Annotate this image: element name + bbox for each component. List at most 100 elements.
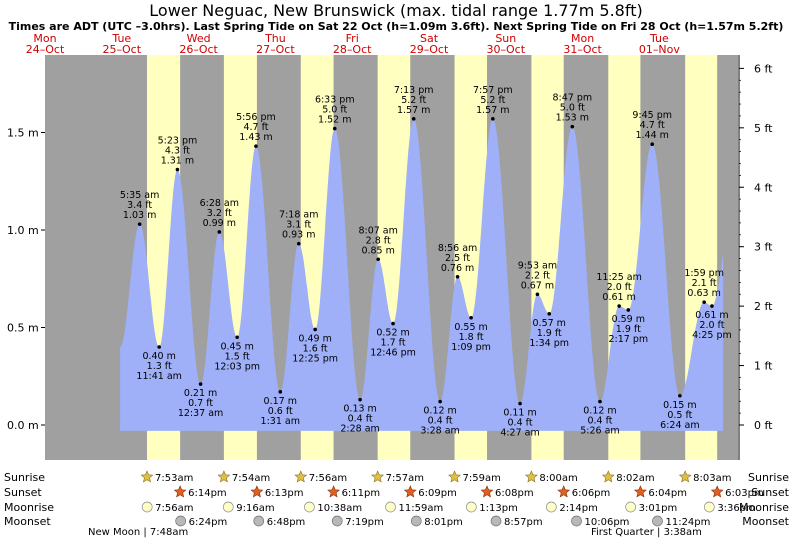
day-headers: Mon24–OctTue25–OctWed26–OctThu27–OctFri2…	[26, 32, 681, 56]
moonset-icon	[410, 515, 422, 527]
tide-time: 5:56 pm	[236, 112, 276, 123]
tide-time: 5:26 am	[580, 426, 619, 437]
sunset-time: 6:13pm	[265, 488, 304, 499]
moonrise-time: 7:56am	[155, 503, 193, 514]
tide-m: 0.85 m	[361, 245, 394, 256]
day-date: 27–Oct	[256, 43, 295, 56]
tide-point	[296, 241, 301, 246]
row-label-left: Moonrise	[4, 501, 54, 514]
y-tick-label-m: 0.0 m	[7, 419, 39, 432]
moonset-icon	[490, 515, 502, 527]
tide-time: 8:56 am	[438, 243, 477, 254]
sunset-time: 6:06pm	[572, 488, 611, 499]
tide-time: 1:59 pm	[684, 268, 724, 279]
tide-m: 0.99 m	[203, 218, 236, 229]
tide-area	[120, 118, 724, 431]
first-quarter-label: First Quarter | 3:38am	[591, 527, 702, 538]
tide-time: 9:45 pm	[632, 110, 672, 121]
day-name: Mon	[571, 32, 594, 45]
tide-point	[547, 312, 552, 316]
tide-time: 3:28 am	[420, 426, 459, 437]
day-date: 28–Oct	[333, 43, 372, 56]
tide-m: 0.17 m	[264, 396, 297, 407]
tide-ft: 1.7 ft	[381, 338, 406, 349]
y-tick-label-ft: 4 ft	[754, 181, 773, 194]
day-date: 26–Oct	[179, 43, 218, 56]
y-tick-label-ft: 6 ft	[754, 62, 773, 75]
sunset-time: 6:09pm	[418, 488, 457, 499]
tide-ft: 0.7 ft	[188, 398, 213, 409]
sunset-time: 6:08pm	[495, 488, 534, 499]
sunrise-icon	[678, 470, 692, 483]
tide-m: 0.12 m	[583, 406, 616, 417]
tide-time: 12:03 pm	[214, 361, 260, 372]
moonset-icon	[253, 515, 265, 527]
tide-m: 0.49 m	[298, 333, 331, 344]
tide-ft: 2.2 ft	[525, 270, 550, 281]
day-date: 30–Oct	[487, 43, 526, 56]
tide-point	[469, 315, 473, 320]
tide-time: 6:33 pm	[315, 95, 355, 106]
tide-time: 6:28 am	[200, 198, 239, 209]
row-label-right: Sunset	[751, 486, 789, 499]
tide-time: 7:57 pm	[473, 85, 513, 96]
tide-ft: 1.9 ft	[616, 324, 641, 335]
tide-m: 0.93 m	[282, 230, 315, 241]
tide-point	[157, 345, 161, 349]
sunrise-time: 8:03am	[693, 473, 731, 484]
tide-time: 7:13 pm	[394, 85, 434, 96]
y-tick-label-m: 1.5 m	[7, 127, 39, 140]
sunrise-icon	[140, 470, 154, 483]
sunset-icon	[327, 485, 341, 498]
tide-ft: 0.4 ft	[587, 416, 612, 427]
moonrise-time: 10:38am	[317, 503, 362, 514]
tide-point	[175, 167, 180, 172]
moonset-time: 6:24pm	[189, 517, 228, 528]
tide-time: 12:37 am	[178, 408, 223, 419]
tide-m: 0.21 m	[184, 388, 217, 399]
tide-ft: 2.8 ft	[366, 235, 391, 246]
sunrise-time: 7:59am	[463, 473, 501, 484]
tide-m: 0.63 m	[687, 288, 720, 299]
sunset-time: 6:14pm	[188, 488, 227, 499]
moonset-icon	[571, 515, 582, 527]
y-tick-label-m: 1.0 m	[7, 224, 39, 237]
tide-m: 1.53 m	[556, 113, 589, 124]
row-label-right: Moonrise	[739, 501, 789, 514]
tide-point	[617, 304, 621, 308]
day-name: Wed	[187, 32, 211, 45]
tide-m: 0.45 m	[220, 341, 253, 352]
moonset-time: 10:06pm	[585, 517, 630, 528]
moonrise-icon	[545, 501, 557, 513]
moonrise-icon	[703, 501, 715, 513]
row-label-left: Moonset	[4, 515, 51, 528]
tide-m: 0.57 m	[533, 318, 566, 329]
tide-ft: 2.5 ft	[445, 253, 470, 264]
tide-point	[598, 399, 602, 404]
tide-m: 1.57 m	[397, 105, 430, 116]
day-date: 01–Nov	[639, 43, 680, 56]
tide-m: 1.31 m	[161, 156, 194, 167]
tide-m: 0.12 m	[423, 406, 456, 417]
tide-m: 1.44 m	[635, 130, 668, 141]
y-tick-label-ft: 3 ft	[754, 241, 773, 254]
moonrise-icon	[304, 501, 315, 513]
tide-ft: 2.0 ft	[699, 320, 724, 331]
moonset-icon	[652, 515, 663, 527]
tide-ft: 5.2 ft	[401, 95, 426, 106]
sunset-time: 6:04pm	[648, 488, 687, 499]
sunrise-icon	[524, 470, 538, 483]
moonset-time: 6:48pm	[267, 517, 306, 528]
tide-time: 12:25 pm	[292, 353, 338, 364]
tide-point	[332, 126, 337, 131]
day-date: 24–Oct	[26, 43, 65, 56]
moonset-time: 8:01pm	[424, 517, 463, 528]
tide-ft: 2.0 ft	[607, 282, 632, 293]
tide-point	[391, 321, 395, 326]
day-name: Sun	[495, 32, 516, 45]
tide-point	[491, 117, 495, 121]
moonset-time: 8:57pm	[504, 517, 543, 528]
tide-time: 2:28 am	[340, 424, 379, 435]
